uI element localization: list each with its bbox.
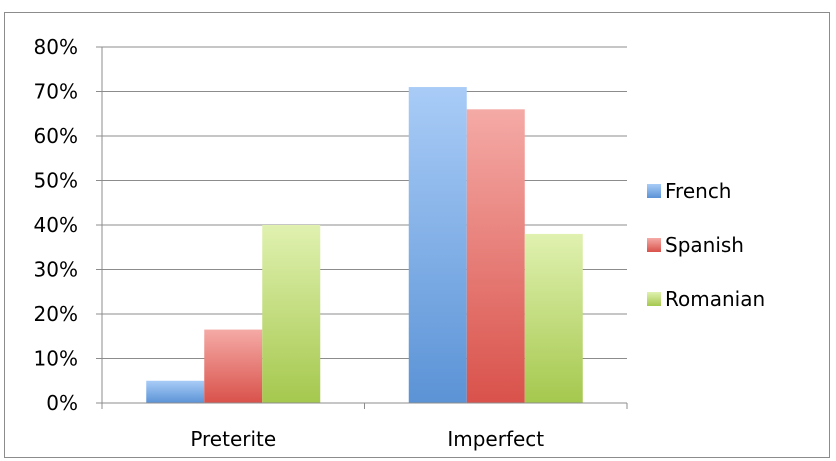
legend-swatch: [647, 184, 661, 198]
y-axis: 0% 10% 20% 30% 40% 50% 60% 70% 80%: [34, 35, 103, 415]
bar-spanish-imperfect: [466, 109, 525, 404]
legend-item-spanish: Spanish: [647, 233, 744, 257]
bar-french-preterite: [146, 380, 205, 403]
y-tick-label: 20%: [34, 302, 78, 326]
x-tick-label: Imperfect: [447, 427, 544, 451]
legend-label: Romanian: [665, 287, 765, 311]
bar-spanish-preterite: [204, 329, 263, 403]
y-tick-label: 40%: [34, 213, 78, 237]
y-tick-label: 70%: [34, 80, 78, 104]
y-tick-label: 10%: [34, 347, 78, 371]
bar-french-imperfect: [408, 87, 467, 404]
legend-swatch: [647, 292, 661, 306]
legend-label: French: [665, 179, 731, 203]
legend-label: Spanish: [665, 233, 744, 257]
legend-item-romanian: Romanian: [647, 287, 765, 311]
legend-item-french: French: [647, 179, 731, 203]
y-tick-label: 30%: [34, 258, 78, 282]
bar-romanian-imperfect: [524, 233, 583, 403]
legend: French Spanish Romanian: [647, 179, 765, 311]
x-axis: Preterite Imperfect: [101, 402, 628, 451]
bar-romanian-preterite: [262, 225, 321, 403]
x-tick-label: Preterite: [190, 427, 276, 451]
y-tick-label: 0%: [46, 391, 78, 415]
y-tick-label: 60%: [34, 124, 78, 148]
bars: [146, 87, 583, 404]
y-tick-label: 50%: [34, 169, 78, 193]
legend-swatch: [647, 238, 661, 252]
y-tick-label: 80%: [34, 35, 78, 59]
